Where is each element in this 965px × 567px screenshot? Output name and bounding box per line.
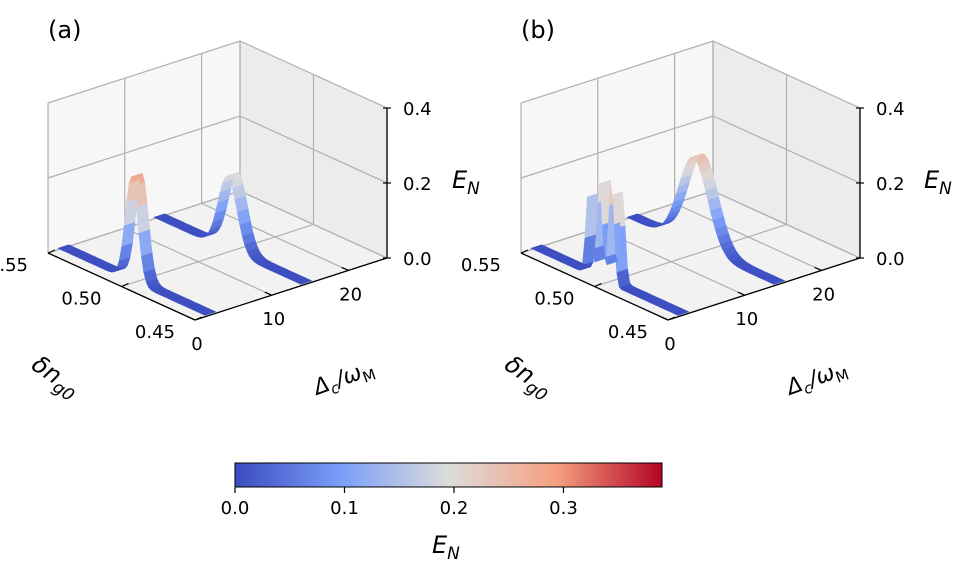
surface-facet (626, 213, 642, 219)
colorbar-tick-label: 0.0 (221, 498, 250, 519)
panel-label: (a) (48, 16, 81, 44)
surface-facet (530, 244, 546, 250)
colorbar-tick-label: 0.2 (440, 498, 469, 519)
z-tick-label: 0.0 (876, 249, 905, 270)
surfaces-a (57, 171, 313, 316)
z-tick-label: 0.4 (403, 99, 432, 120)
y-tick (737, 291, 746, 296)
colorbar-gradient (234, 462, 663, 488)
y-tick (814, 266, 822, 271)
ticks-a: 0.45 0.50 0.55 0 10 20 0.0 0.2 0.4 (0, 99, 432, 355)
surface-facet (57, 244, 73, 250)
colorbar-label: EN (432, 531, 460, 564)
panel-b: 0.45 0.50 0.55 0 10 20 0.0 0.2 0.4 (b) EN δng0 Δ… (461, 16, 952, 406)
y-axis-line (194, 257, 388, 321)
x-tick-label: 0.45 (135, 322, 175, 343)
z-tick-label: 0.4 (876, 99, 905, 120)
surface-high-detuning-ridge (626, 153, 786, 285)
y-axis-label: Δc/ωM (782, 356, 852, 404)
y-tick-label: 0 (664, 334, 675, 355)
x-tick (47, 249, 56, 254)
y-tick-label: 10 (735, 309, 758, 330)
y-tick (187, 316, 196, 321)
z-axis-label: EN (924, 166, 952, 199)
x-tick (594, 282, 602, 288)
x-axis-label: δng0 (497, 350, 558, 406)
x-tick (667, 316, 676, 321)
z-tick-label: 0.2 (403, 174, 432, 195)
z-tick-label: 0.0 (403, 249, 432, 270)
x-tick (194, 316, 203, 321)
x-tick (121, 282, 129, 288)
surfaces-b (530, 153, 786, 316)
y-tick (341, 266, 349, 271)
x-tick-label: 0.45 (608, 322, 648, 343)
surface-facet (153, 213, 169, 219)
y-tick-label: 20 (339, 284, 362, 305)
surface-low-detuning-ridge (57, 172, 217, 316)
x-tick-label: 0.55 (461, 255, 501, 276)
surface-facet (136, 202, 150, 234)
y-tick (660, 316, 669, 321)
y-tick-label: 0 (191, 334, 202, 355)
panes-a (48, 41, 387, 320)
panel-label: (b) (521, 16, 555, 44)
surface-low-detuning-ridge (530, 179, 690, 316)
x-tick-label: 0.50 (534, 289, 574, 310)
y-tick-label: 10 (262, 309, 285, 330)
surface-facet (138, 228, 153, 257)
panel-a: 0.45 0.50 0.55 0 10 20 0.0 0.2 0.4 (a) EN δng0 Δ… (0, 16, 480, 406)
colorbar-ticks: 0.0 0.1 0.2 0.3 (221, 487, 578, 519)
x-tick-label: 0.55 (0, 255, 28, 276)
colorbar: 0.0 0.1 0.2 0.3 EN (221, 462, 663, 564)
colorbar-tick-label: 0.1 (330, 498, 359, 519)
colorbar-tick-label: 0.3 (549, 498, 578, 519)
ticks-b: 0.45 0.50 0.55 0 10 20 0.0 0.2 0.4 (461, 99, 905, 355)
y-tick-label: 20 (812, 284, 835, 305)
x-tick-label: 0.50 (61, 289, 101, 310)
x-tick (520, 249, 529, 254)
panes-b (521, 41, 860, 320)
y-axis-label: Δc/ωM (309, 356, 379, 404)
z-tick-label: 0.2 (876, 174, 905, 195)
x-axis-label: δng0 (24, 350, 85, 406)
y-tick (264, 291, 273, 296)
z-axis-label: EN (452, 166, 480, 199)
y-axis-line (667, 257, 861, 321)
surface-high-detuning-ridge (153, 171, 313, 285)
